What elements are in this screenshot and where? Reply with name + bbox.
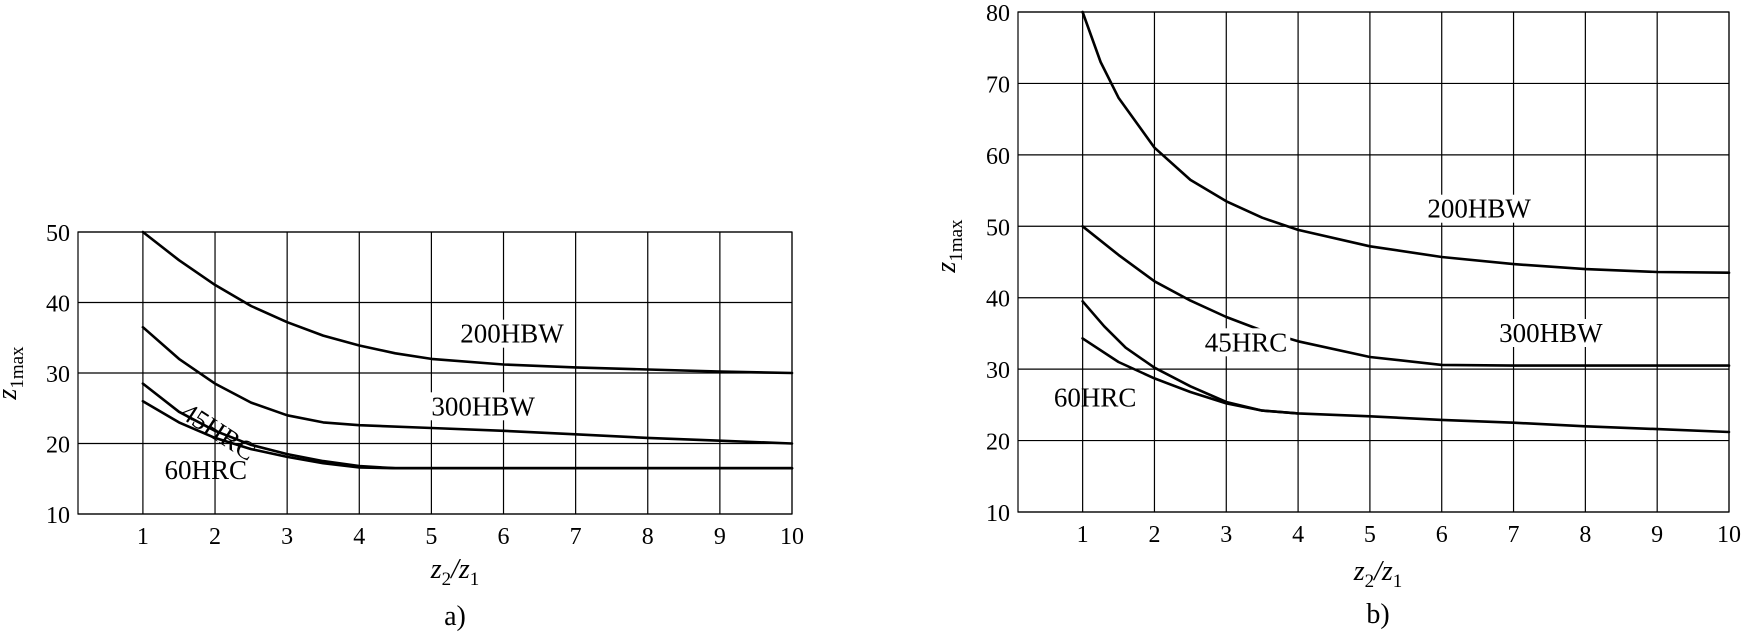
chart1-ytick-label: 40	[986, 287, 1010, 313]
chart1-curve-200hbw	[1081, 10, 1731, 275]
chart1-curve-label-text: 200HBW	[1427, 194, 1531, 224]
chart0-curve-label-200hbw: 200HBW	[457, 319, 568, 349]
chart1-ytick-label: 70	[986, 72, 1010, 98]
chart0-xlabel-sub1: 2	[442, 569, 452, 590]
chart1-xtick-label: 5	[1364, 522, 1376, 548]
chart1-ytick-label: 20	[986, 430, 1010, 456]
chart0-xtick-label: 10	[780, 524, 804, 550]
chart1-curve-60hrc	[1081, 337, 1731, 434]
chart1-curve-label-60hrc: 60HRC	[1054, 382, 1137, 412]
chart0-xtick-label: 3	[281, 524, 293, 550]
chart1-xlabel-sep: /z	[1372, 556, 1393, 587]
chart1-xtick-label: 10	[1717, 522, 1741, 548]
chart1-xtick-label: 7	[1508, 522, 1520, 548]
chart0: 1 2 3 4 5 6 7 8 9 101020304050200HBW300HBW45HRC60…	[0, 221, 804, 632]
chart0-ytick-label: 20	[46, 433, 70, 459]
chart0-curve-label-text: 300HBW	[431, 391, 535, 421]
chart1-curve-label-bg	[1496, 319, 1607, 347]
chart1-xtick-label: 8	[1579, 522, 1591, 548]
chart1-xtick-label: 9	[1651, 522, 1663, 548]
chart1-curve-label-text: 60HRC	[1054, 382, 1137, 412]
chart1-xlabel-sub2: 1	[1393, 571, 1403, 592]
chart1-ylabel-sub: 1max	[946, 219, 967, 262]
chart1-caption: b)	[1366, 599, 1389, 630]
chart1-curve-label-bg	[1201, 328, 1291, 357]
chart0-caption: a)	[444, 601, 466, 632]
chart1-curve-label-45hrc: 45HRC	[1201, 327, 1291, 357]
chart0-xtick-label: 1	[137, 524, 149, 550]
chart0-xlabel-sub2: 1	[470, 569, 480, 590]
chart0-xlabel-sep: /z	[449, 554, 470, 585]
chart1-xtick-label: 3	[1220, 522, 1232, 548]
chart1-xtick-label: 2	[1148, 522, 1160, 548]
chart0-curve-label-60hrc: 60HRC	[165, 455, 248, 485]
chart0-xtick-label: 4	[353, 524, 365, 550]
chart0-xtick-label: 6	[498, 524, 510, 550]
chart1-curve-label-text: 45HRC	[1205, 327, 1288, 357]
chart0-xtick-label: 7	[570, 524, 582, 550]
chart0-ytick-label: 40	[46, 292, 70, 318]
chart0-xlabel-base: z	[430, 554, 442, 585]
chart0-xtick-label: 8	[642, 524, 654, 550]
chart1-curve-label-bg	[1424, 194, 1535, 223]
chart1-ytick-label: 60	[986, 144, 1010, 170]
chart1-xtick-label: 1	[1077, 522, 1089, 548]
chart0-ylabel-base: z	[0, 389, 23, 401]
chart0-curve-300hbw	[141, 325, 794, 445]
chart1-curve-label-200hbw: 200HBW	[1424, 194, 1535, 224]
chart1-xlabel-sub1: 2	[1365, 571, 1375, 592]
chart1-xlabel: z2/z1	[1353, 556, 1403, 592]
chart1-ytick-label: 50	[986, 215, 1010, 241]
chart1-plot-frame	[1017, 11, 1730, 513]
chart1-ylabel: z1max	[931, 219, 967, 274]
chart0-ytick-label: 30	[46, 362, 70, 388]
chart1-xtick-label: 4	[1292, 522, 1304, 548]
chart1-ytick-label: 30	[986, 358, 1010, 384]
chart1-xlabel-base: z	[1353, 556, 1365, 587]
chart0-curve-label-text: 200HBW	[460, 319, 564, 349]
chart0-ytick-label: 50	[46, 221, 70, 247]
chart1-ytick-label: 80	[986, 1, 1010, 27]
chart1-curve-label-text: 300HBW	[1499, 318, 1603, 348]
chart0-xlabel: z2/z1	[430, 554, 480, 590]
chart0-curve-label-bg	[457, 319, 568, 348]
chart1-curve-label-300hbw: 300HBW	[1496, 318, 1607, 348]
chart0-ylabel: z1max	[0, 346, 28, 401]
chart0-xtick-label: 9	[714, 524, 726, 550]
chart1-ylabel-base: z	[931, 262, 962, 274]
chart1-curve-300hbw	[1081, 225, 1731, 367]
chart0-curve-200hbw	[141, 230, 794, 375]
chart0-curve-label-text: 60HRC	[165, 455, 248, 485]
chart1-ytick-label: 10	[986, 501, 1010, 527]
chart0-ylabel-sub: 1max	[7, 346, 28, 389]
chart0-curve-label-bg	[428, 392, 539, 421]
chart0-xtick-label: 5	[425, 524, 437, 550]
chart0-ytick-label: 10	[46, 503, 70, 529]
chart0-curve-label-300hbw: 300HBW	[428, 391, 539, 421]
chart1-xtick-label: 6	[1436, 522, 1448, 548]
chart1: 1 2 3 4 5 6 7 8 9 101020304050607080200HBW300HBW4…	[931, 1, 1741, 630]
chart0-curve-60hrc	[141, 399, 794, 470]
chart0-xtick-label: 2	[209, 524, 221, 550]
